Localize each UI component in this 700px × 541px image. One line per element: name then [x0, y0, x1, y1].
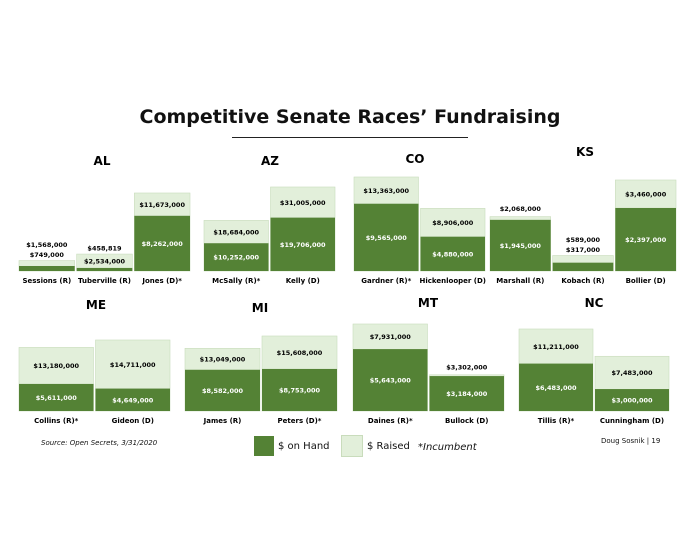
state-me-gideon-d-onhand-value: $4,649,000 [112, 396, 154, 404]
state-co-gardner-r-onhand-value: $9,565,000 [366, 234, 408, 242]
state-co-hickenlooper-d-onhand-bar [420, 236, 485, 271]
state-mi-peters-d-onhand-bar [262, 368, 337, 411]
legend-raised-label: $ Raised [367, 440, 410, 452]
state-mt-daines-r-onhand-value: $5,643,000 [370, 377, 412, 385]
state-mi-peters-d-raised-value: $15,608,000 [277, 349, 323, 357]
state-al-sessions-r-onhand-bar [19, 265, 75, 271]
legend-on-hand-label: $ on Hand [278, 440, 330, 452]
state-al-sessions-r-name: Sessions (R) [22, 277, 71, 285]
state-az-mcsally-r-onhand-value: $10,252,000 [213, 254, 259, 262]
legend-on-hand-swatch [254, 436, 274, 456]
state-az-kelly-d-onhand-value: $19,706,000 [280, 241, 326, 249]
state-mi-james-r-name: James (R) [203, 417, 242, 425]
state-ks-marshall-r-raised-value: $2,068,000 [500, 205, 542, 213]
state-ks-bollier-d-name: Bollier (D) [626, 277, 666, 285]
state-al-tuberville-r-name: Tuberville (R) [78, 277, 131, 285]
state-me-collins-r-onhand-value: $5,611,000 [36, 394, 78, 402]
state-me-gideon-d-name: Gideon (D) [112, 417, 154, 425]
state-ks-kobach-r-raised-value: $589,000 [566, 236, 601, 244]
state-mi-james-r-onhand-value: $8,582,000 [202, 387, 244, 395]
state-mt-label: MT [418, 296, 439, 310]
state-az-kelly-d-name: Kelly (D) [286, 277, 320, 285]
legend-on-hand: $ on Hand [254, 436, 330, 456]
state-mt-daines-r-raised-value: $7,931,000 [370, 333, 412, 341]
legend-raised: $ Raised [341, 435, 410, 457]
state-nc-tillis-r-onhand-bar [519, 363, 593, 411]
state-co-hickenlooper-d-name: Hickenlooper (D) [420, 277, 486, 285]
state-ks-bollier-d-onhand-bar [615, 207, 676, 271]
state-mt-daines-r-name: Daines (R)* [368, 417, 413, 425]
state-nc-cunningham-d-onhand-value: $3,000,000 [611, 397, 653, 405]
state-az-mcsally-r-name: McSally (R)* [212, 277, 260, 285]
state-mi-james-r-raised-value: $13,049,000 [200, 356, 246, 364]
state-me-gideon-d-raised-value: $14,711,000 [110, 361, 156, 369]
state-me-label: ME [86, 298, 106, 312]
title-underline [232, 137, 468, 138]
state-az-mcsally-r-onhand-bar [204, 243, 269, 271]
state-mt-bullock-d-name: Bullock (D) [445, 417, 488, 425]
legend-raised-swatch [341, 435, 363, 457]
state-al-sessions-r-onhand-value: $749,000 [30, 251, 65, 259]
state-nc-cunningham-d-raised-value: $7,483,000 [611, 369, 653, 377]
state-co-hickenlooper-d-onhand-value: $4,880,000 [432, 250, 474, 258]
state-al-tuberville-r-onhand-bar [76, 267, 133, 271]
source-note: Source: Open Secrets, 3/31/2020 [41, 439, 158, 447]
state-co-gardner-r-name: Gardner (R)* [361, 277, 411, 285]
state-ks-label: KS [576, 145, 594, 159]
page-title: Competitive Senate Races’ Fundraising [139, 106, 561, 128]
state-me-collins-r-raised-value: $13,180,000 [33, 362, 79, 370]
state-nc-cunningham-d-name: Cunningham (D) [600, 417, 664, 425]
state-ks-kobach-r-onhand-value: $317,000 [566, 246, 601, 254]
state-ks-marshall-r-name: Marshall (R) [496, 277, 544, 285]
state-az-mcsally-r-raised-value: $18,684,000 [213, 228, 259, 236]
state-al-label: AL [94, 154, 111, 168]
state-mt-bullock-d-onhand-value: $3,184,000 [446, 390, 488, 398]
state-ks-bollier-d-raised-value: $3,460,000 [625, 190, 667, 198]
state-nc-label: NC [585, 296, 604, 310]
credit-note: Doug Sosnik | 19 [601, 437, 661, 445]
state-al-sessions-r-raised-value: $1,568,000 [26, 241, 68, 249]
state-me-collins-r-onhand-bar [19, 383, 94, 411]
state-mi-peters-d-name: Peters (D)* [278, 417, 322, 425]
state-az-label: AZ [261, 154, 279, 168]
state-co-gardner-r-onhand-bar [354, 203, 419, 271]
state-az-kelly-d-onhand-bar [270, 217, 335, 271]
state-nc-tillis-r-raised-value: $11,211,000 [533, 343, 579, 351]
state-az-kelly-d-raised-value: $31,005,000 [280, 199, 326, 207]
state-nc-tillis-r-onhand-value: $6,483,000 [535, 384, 577, 392]
state-nc-cunningham-d-onhand-bar [595, 389, 669, 411]
state-co-hickenlooper-d-raised-value: $8,906,000 [432, 219, 474, 227]
state-ks-marshall-r-onhand-value: $1,945,000 [500, 242, 542, 250]
state-me-gideon-d-onhand-bar [95, 388, 170, 411]
legend-incumbent-note: *Incumbent [418, 442, 477, 453]
state-mi-label: MI [252, 301, 268, 315]
state-al-tuberville-r-onhand-value: $458,819 [87, 245, 122, 253]
state-al-jones-d-name: Jones (D)* [141, 277, 182, 285]
state-al-jones-d-onhand-value: $8,262,000 [142, 240, 184, 248]
state-mt-bullock-d-onhand-bar [429, 376, 504, 411]
state-mi-james-r-onhand-bar [185, 369, 260, 411]
state-ks-kobach-r-onhand-bar [552, 262, 614, 271]
state-al-jones-d-raised-value: $11,673,000 [139, 201, 185, 209]
state-mt-bullock-d-raised-value: $3,302,000 [446, 363, 488, 371]
state-al-tuberville-r-raised-value: $2,534,000 [84, 258, 126, 266]
state-mi-peters-d-onhand-value: $8,753,000 [279, 386, 321, 394]
state-ks-bollier-d-onhand-value: $2,397,000 [625, 236, 667, 244]
state-al-jones-d-onhand-bar [134, 215, 190, 271]
state-nc-tillis-r-name: Tillis (R)* [538, 417, 575, 425]
state-me-collins-r-name: Collins (R)* [34, 417, 79, 425]
state-co-gardner-r-raised-value: $13,363,000 [363, 187, 409, 195]
state-mt-daines-r-onhand-bar [353, 349, 428, 411]
state-ks-marshall-r-onhand-bar [490, 219, 551, 271]
state-co-label: CO [405, 152, 424, 166]
state-ks-kobach-r-name: Kobach (R) [561, 277, 604, 285]
